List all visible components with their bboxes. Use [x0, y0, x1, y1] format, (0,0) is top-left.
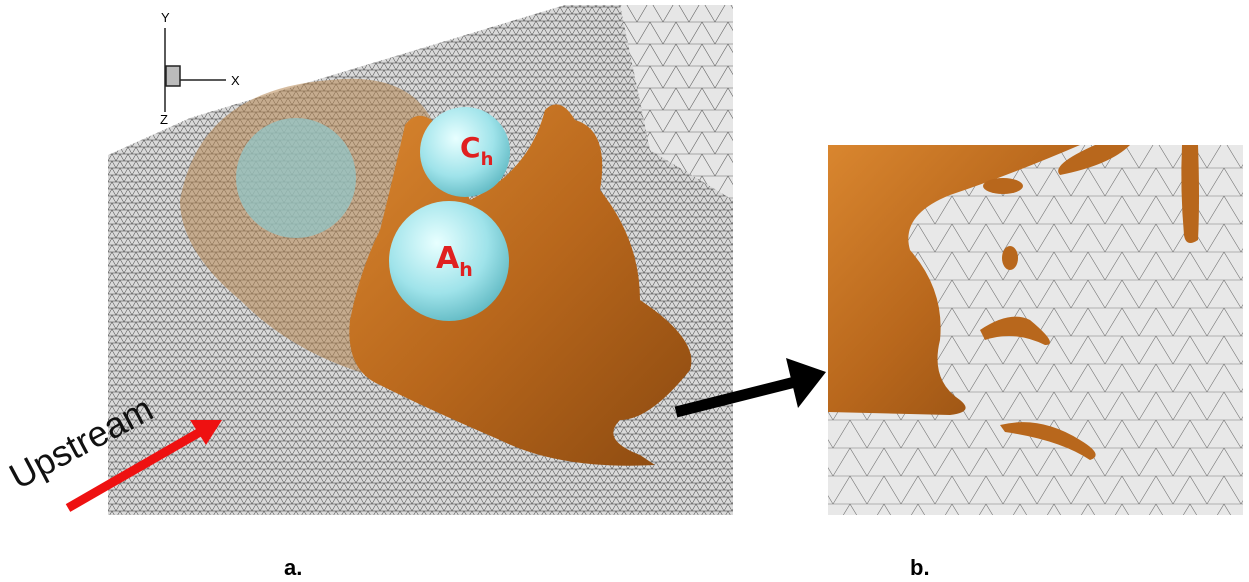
label-base: C [460, 131, 481, 164]
zoom-arrowhead [786, 358, 826, 408]
axis-triad [165, 28, 226, 112]
filament [1181, 145, 1199, 243]
panel-label: b. [910, 555, 930, 580]
droplet [983, 178, 1023, 194]
axis-x-label: X [231, 73, 240, 88]
panel-b [828, 145, 1243, 515]
label-sub: h [481, 149, 494, 170]
panel-a: Ch Ah Y X Z Upstream [3, 5, 733, 515]
label-base: A [436, 241, 460, 276]
axis-z-label: Z [160, 112, 168, 127]
panel-label: a. [284, 555, 302, 580]
droplet [1002, 246, 1018, 270]
axis-y-label: Y [161, 10, 170, 25]
figure: Ch Ah Y X Z Upstream a. b. [0, 0, 1249, 582]
sphere-faded [236, 118, 356, 238]
label-sub: h [459, 259, 473, 281]
